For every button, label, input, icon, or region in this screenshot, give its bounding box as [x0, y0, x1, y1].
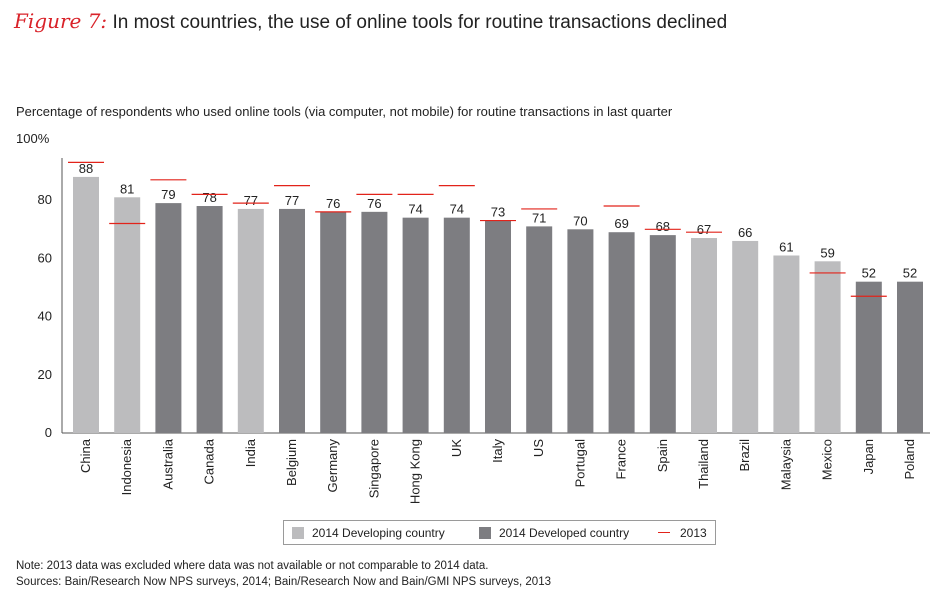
bar-thailand [691, 238, 717, 433]
data-label: 77 [285, 193, 299, 208]
x-tick-label: Japan [861, 439, 876, 474]
bar-poland [897, 281, 923, 433]
data-label: 69 [614, 216, 628, 231]
bar-hong-kong [402, 217, 429, 433]
data-label: 59 [820, 245, 834, 260]
x-tick-label: Indonesia [119, 438, 134, 495]
bar-brazil [732, 240, 759, 433]
y-tick-label: 80 [38, 192, 52, 207]
x-tick-label: China [78, 438, 93, 473]
sources-text: Sources: Bain/Research Now NPS surveys, … [16, 576, 551, 588]
x-tick-label: Singapore [366, 439, 381, 498]
footnote: Note: 2013 data was excluded where data … [16, 558, 551, 590]
bar-belgium [279, 208, 305, 433]
bar-spain [649, 235, 676, 433]
x-tick-label: Portugal [572, 439, 587, 488]
figure-label: Figure 7: [14, 9, 108, 33]
bar-uk [443, 217, 470, 433]
bar-italy [485, 220, 511, 433]
y-axis-top-label: 100% [16, 131, 50, 146]
legend-label-2013: 2013 [680, 526, 707, 540]
y-tick-label: 60 [38, 250, 52, 265]
data-label: 81 [120, 181, 134, 196]
x-tick-label: US [531, 439, 546, 457]
x-tick-label: India [243, 438, 258, 467]
bar-chart: 0 20 40 60 80 88 China 81 Indonesia 79 Australia 78… [38, 158, 930, 504]
x-tick-label: UK [449, 439, 464, 457]
data-label: 79 [161, 187, 175, 202]
data-label: 52 [862, 266, 876, 281]
bar-japan [855, 281, 882, 433]
x-tick-label: Mexico [820, 439, 835, 480]
data-label: 74 [450, 202, 464, 217]
y-tick-label: 40 [38, 309, 52, 324]
y-tick-label: 0 [45, 425, 52, 440]
x-tick-label: Thailand [696, 439, 711, 489]
legend-swatch-developed [479, 527, 491, 539]
x-tick-label: Canada [202, 438, 217, 484]
data-label: 68 [656, 219, 670, 234]
legend: 2014 Developing country 2014 Developed c… [283, 520, 716, 545]
data-label: 70 [573, 213, 587, 228]
data-label: 76 [367, 196, 381, 211]
bar-malaysia [773, 255, 800, 433]
legend-label-developing: 2014 Developing country [312, 526, 445, 540]
data-label: 76 [326, 196, 340, 211]
data-label: 66 [738, 225, 752, 240]
x-tick-label: Spain [655, 439, 670, 472]
figure-title-text: In most countries, the use of online too… [112, 12, 728, 33]
bar-france [608, 232, 635, 433]
legend-swatch-developing [292, 527, 304, 539]
bar-singapore [361, 211, 388, 433]
legend-swatch-2013 [658, 532, 670, 533]
data-label: 88 [79, 161, 93, 176]
legend-label-developed: 2014 Developed country [499, 526, 630, 540]
data-label: 78 [202, 190, 216, 205]
x-tick-label: Brazil [737, 439, 752, 472]
x-tick-label: Malaysia [778, 438, 793, 490]
chart-subtitle: Percentage of respondents who used onlin… [16, 104, 673, 119]
x-tick-label: Poland [902, 439, 917, 479]
bar-australia [155, 203, 182, 433]
data-label: 73 [491, 205, 505, 220]
bar-canada [196, 206, 223, 433]
x-tick-label: Australia [160, 438, 175, 489]
x-tick-label: Hong Kong [408, 439, 423, 504]
data-label: 67 [697, 222, 711, 237]
x-tick-label: Germany [325, 439, 340, 493]
bar-china [73, 176, 99, 434]
data-label: 74 [408, 202, 422, 217]
bar-portugal [567, 229, 594, 433]
bar-india [237, 208, 264, 433]
bar-us [526, 226, 553, 433]
x-tick-label: Italy [490, 439, 505, 463]
bar-indonesia [114, 197, 141, 433]
x-tick-label: France [614, 439, 629, 479]
data-label: 61 [779, 239, 793, 254]
note-text: Note: 2013 data was excluded where data … [16, 560, 489, 572]
chart-title: Figure 7: In most countries, the use of … [14, 9, 727, 34]
data-label: 71 [532, 210, 546, 225]
data-label: 52 [903, 266, 917, 281]
bar-germany [320, 211, 347, 433]
x-tick-label: Belgium [284, 439, 299, 486]
data-label: 77 [244, 193, 258, 208]
bar-mexico [814, 261, 841, 433]
y-tick-label: 20 [38, 367, 52, 382]
